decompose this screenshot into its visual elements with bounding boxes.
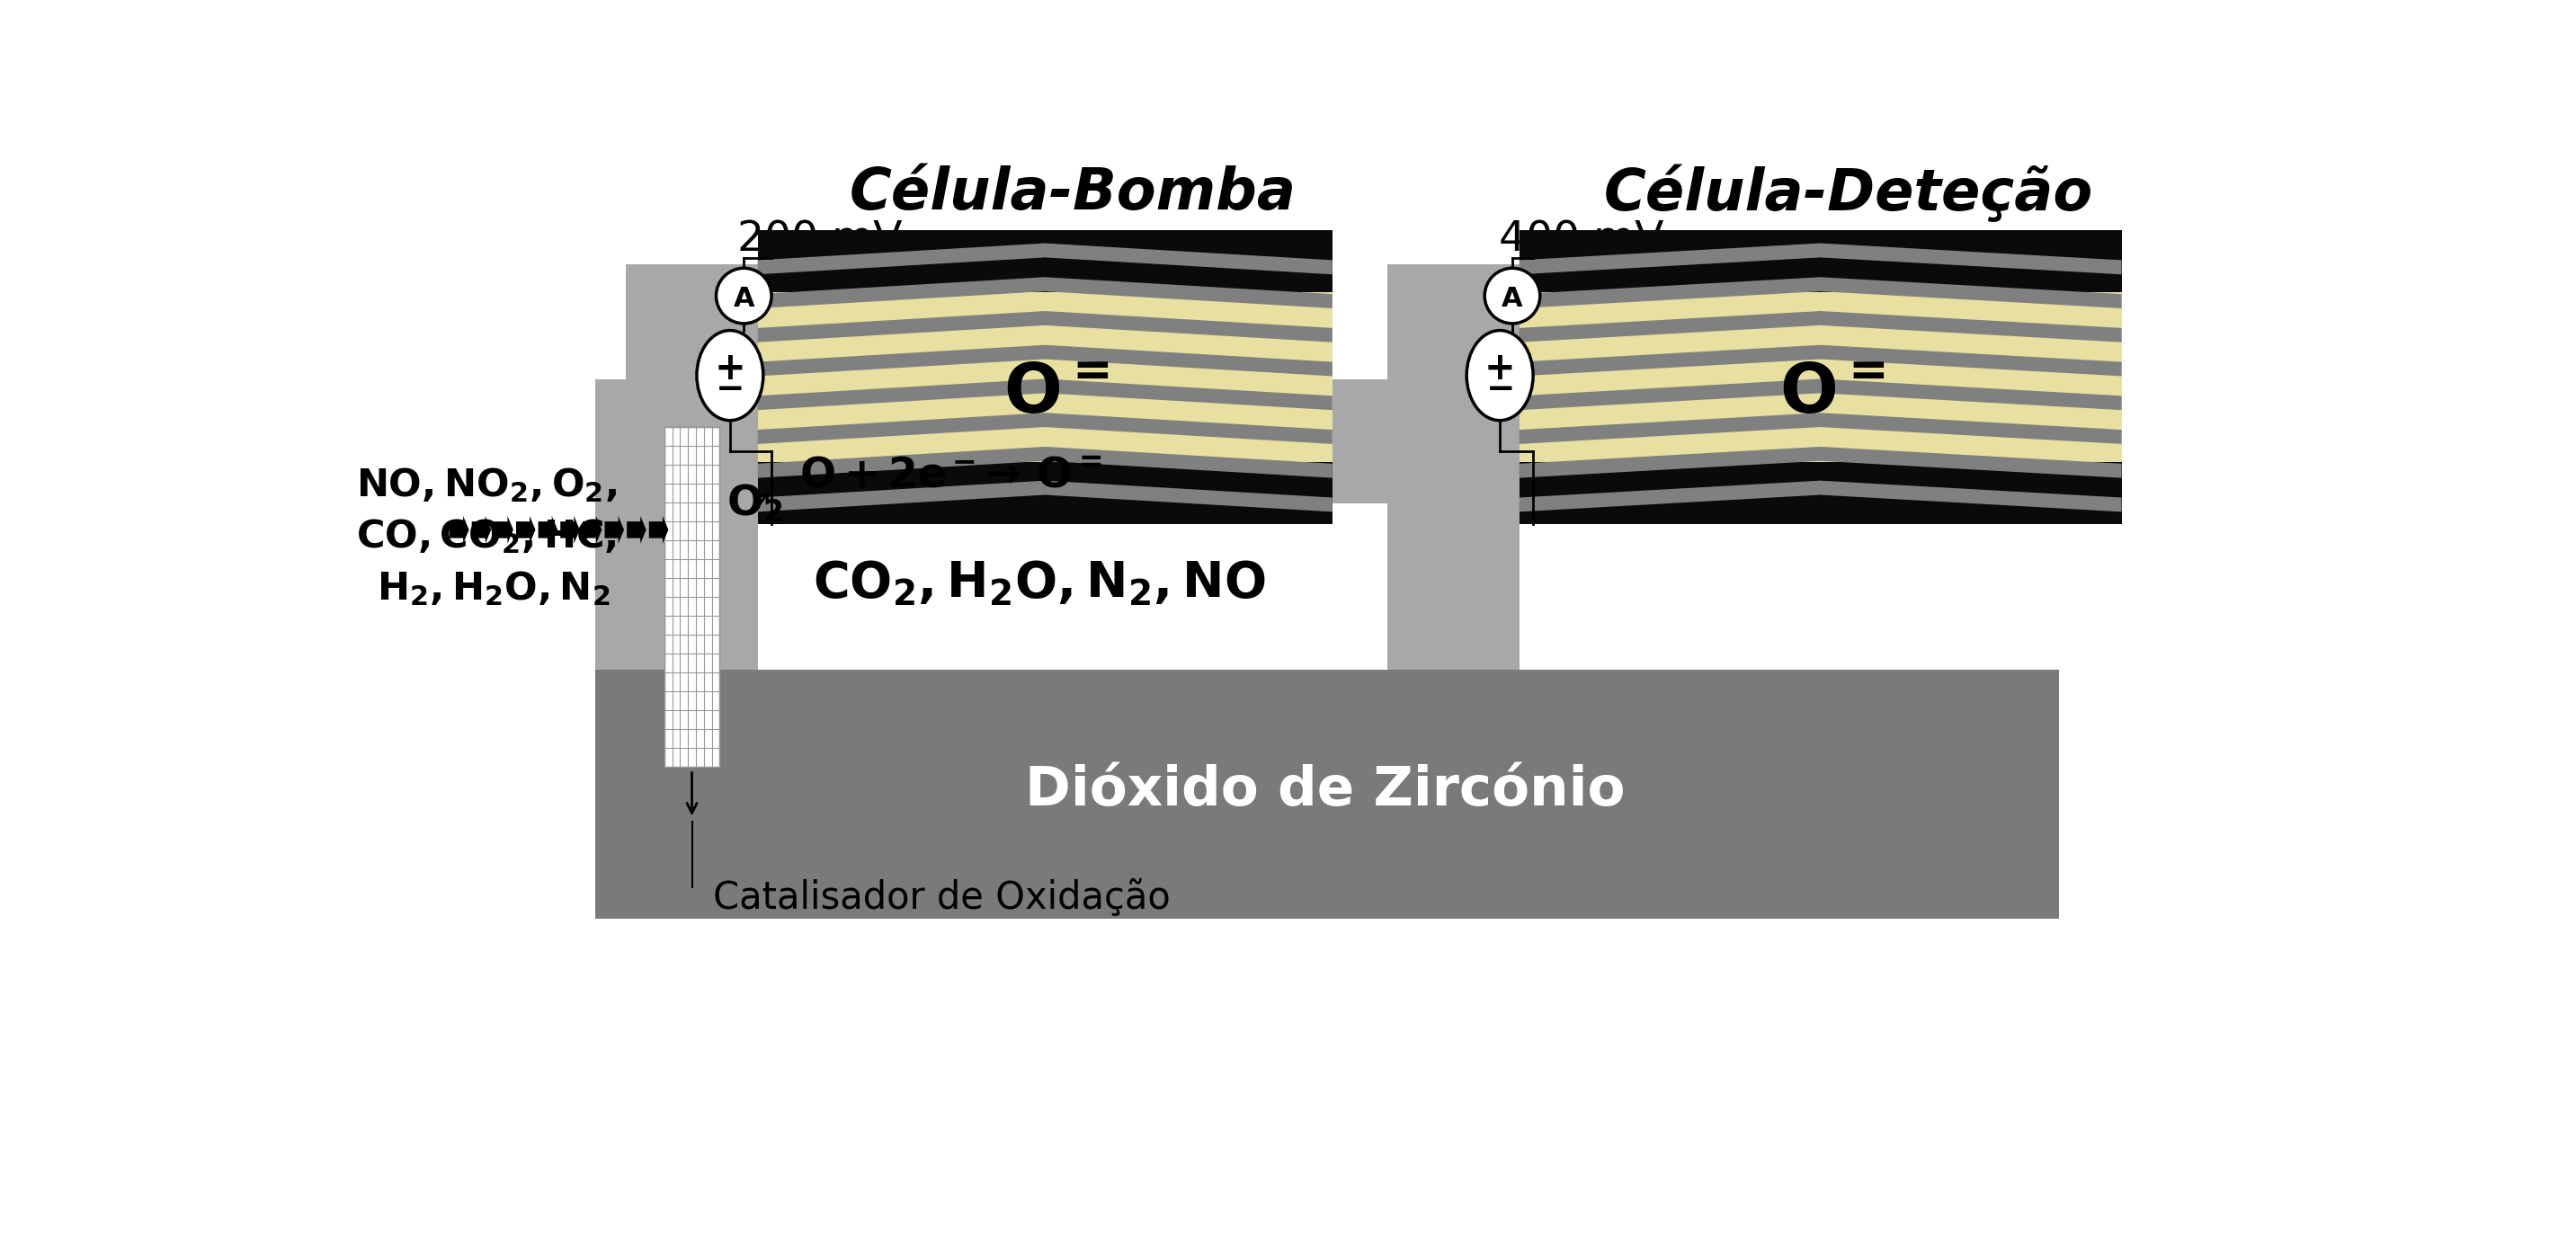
Bar [1520,504,2123,670]
Polygon shape [1520,413,2123,444]
Bar [665,428,719,766]
Polygon shape [1520,345,2123,376]
Text: $\mathbf{NO, NO_2, O_2,}$: $\mathbf{NO, NO_2, O_2,}$ [355,465,616,504]
Polygon shape [1520,379,2123,410]
Text: A: A [734,286,755,312]
Polygon shape [757,311,1332,342]
Polygon shape [538,515,556,544]
Bar [595,670,2058,919]
Bar [1520,461,2123,524]
Text: 400 mV: 400 mV [1499,221,1664,261]
Text: $\mathbf{O_2}$: $\mathbf{O_2}$ [726,483,783,524]
Text: 200 mV: 200 mV [737,221,902,261]
Polygon shape [1520,277,2123,308]
Polygon shape [757,446,1332,478]
Bar [757,292,1332,461]
Text: $\mathbf{CO, CO_2, HC,}$: $\mathbf{CO, CO_2, HC,}$ [355,518,616,556]
Text: $\mathbf{O+2e^-\!\rightarrow\, O^=}$: $\mathbf{O+2e^-\!\rightarrow\, O^=}$ [799,455,1103,497]
Text: $\mathbf{CO_2, H_2O, N_2, NO}$: $\mathbf{CO_2, H_2O, N_2, NO}$ [814,559,1265,607]
Polygon shape [649,515,667,544]
Bar [626,265,757,528]
Polygon shape [471,515,492,544]
Text: Dióxido de Zircónio: Dióxido de Zircónio [1025,764,1625,818]
Bar [595,379,2058,739]
Polygon shape [757,480,1332,512]
Text: $\mathbf{H_2, H_2O, N_2}$: $\mathbf{H_2, H_2O, N_2}$ [376,569,611,608]
Polygon shape [1520,446,2123,478]
Ellipse shape [696,331,762,420]
Polygon shape [757,379,1332,410]
Text: −: − [716,372,744,406]
Polygon shape [451,515,469,544]
Polygon shape [515,515,536,544]
Text: Célula-Bomba: Célula-Bomba [850,166,1296,221]
Text: +: + [1484,350,1515,387]
Polygon shape [495,515,513,544]
Text: Catalisador de Oxidação: Catalisador de Oxidação [714,879,1170,917]
Polygon shape [582,515,603,544]
Text: −: − [1486,372,1515,406]
Text: Célula-Deteção: Célula-Deteção [1602,164,2092,222]
Polygon shape [757,413,1332,444]
Polygon shape [626,515,647,544]
Circle shape [1484,268,1540,324]
Polygon shape [757,277,1332,308]
Bar [757,229,1332,292]
Bar [757,461,1332,524]
Bar [1388,265,1520,528]
Circle shape [716,268,773,324]
Text: A: A [1502,286,1522,312]
Polygon shape [605,515,623,544]
Ellipse shape [1466,331,1533,420]
Polygon shape [1520,311,2123,342]
Text: +: + [714,350,744,387]
Polygon shape [757,243,1332,275]
Text: $\mathbf{O^=}$: $\mathbf{O^=}$ [1005,361,1110,428]
Polygon shape [1520,480,2123,512]
Text: $\mathbf{O^=}$: $\mathbf{O^=}$ [1780,361,1886,428]
Bar [1520,229,2123,292]
Polygon shape [757,345,1332,376]
Polygon shape [1520,243,2123,275]
Polygon shape [562,515,580,544]
Bar [757,504,1388,670]
Bar [1520,292,2123,461]
